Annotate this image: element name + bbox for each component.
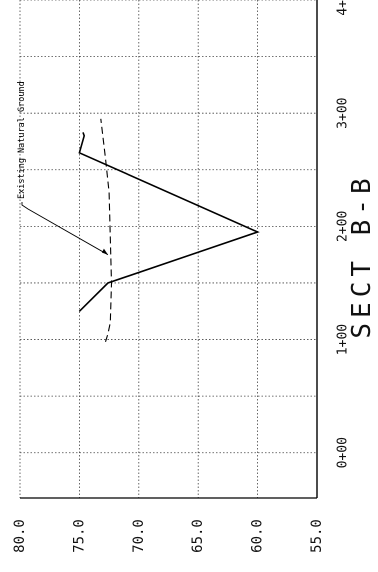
elevation-tick-label: 60.0: [250, 519, 266, 553]
annotation-group: Existing Natural Ground: [17, 81, 109, 256]
station-tick-label: 3+00: [336, 98, 351, 129]
elevation-tick-label: 75.0: [71, 519, 87, 553]
plot-frame: [20, 0, 318, 499]
elevation-tick-label: 65.0: [190, 519, 206, 553]
existing-ground-line: [100, 118, 113, 342]
elevation-tick-label: 80.0: [12, 519, 28, 553]
design-section-line: [78, 132, 260, 312]
annotation-leader: [21, 202, 109, 256]
annotation-label: Existing Natural Ground: [17, 81, 27, 199]
station-tick-label: 1+00: [336, 324, 351, 355]
series-group: [78, 118, 260, 342]
elevation-tick-labels: 55.0 60.0 65.0 70.0 75.0 80.0: [12, 519, 325, 553]
elevation-tick-label: 55.0: [309, 519, 325, 553]
station-tick-label: 0+00: [336, 437, 351, 468]
grid-lines: [19, 0, 318, 498]
annotation-arrowhead: [101, 248, 108, 255]
station-tick-label: 2+00: [336, 211, 351, 242]
station-tick-label: 4+00: [336, 0, 351, 16]
elevation-tick-label: 70.0: [131, 519, 147, 553]
station-tick-labels: 0+00 1+00 2+00 3+00 4+00: [336, 0, 351, 468]
section-title: SECT B-B: [347, 173, 377, 338]
